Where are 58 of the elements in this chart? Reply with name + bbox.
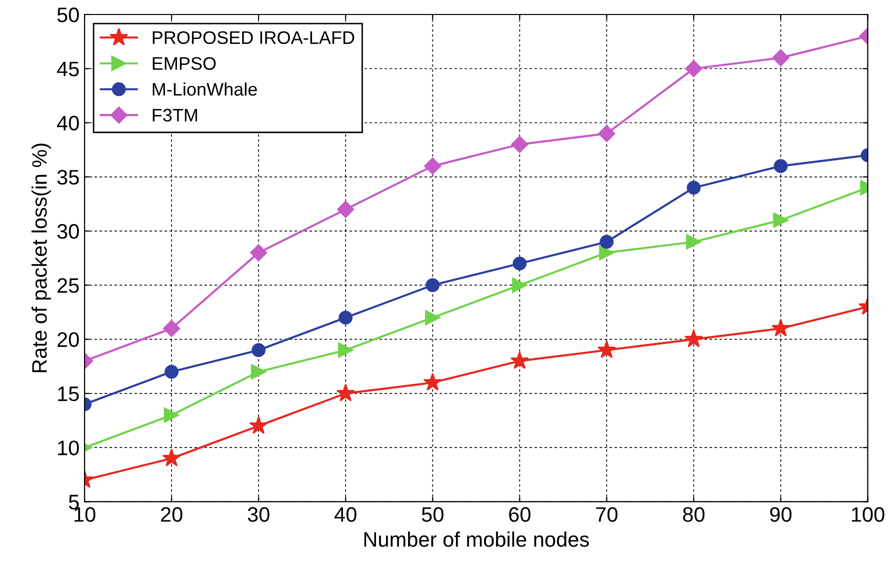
x-tick-label: 100 (852, 507, 884, 522)
point (252, 343, 266, 358)
point (512, 278, 528, 293)
y-tick-label: 35 (57, 170, 79, 185)
point (512, 256, 527, 270)
y-tick-label: 50 (57, 8, 79, 22)
x-tick-label: 80 (683, 507, 704, 522)
y-tick-label: 5 (68, 494, 79, 510)
x-tick-label: 60 (509, 507, 530, 522)
x-tick-label: 70 (596, 507, 618, 522)
point (423, 372, 442, 391)
point (599, 245, 614, 260)
point (426, 278, 440, 292)
legend-label: F3TM (152, 108, 198, 122)
point (249, 416, 268, 434)
y-tick-label: 20 (58, 332, 79, 348)
x-axis-title: Number of mobile nodes (364, 532, 589, 547)
y-tick-label: 25 (58, 278, 79, 293)
y-tick-label: 30 (57, 224, 79, 239)
point (685, 60, 702, 78)
point (772, 49, 790, 66)
x-tick-label: 20 (161, 507, 182, 522)
point (510, 351, 529, 369)
legend-label: PROPOSED IROA-LAFD (152, 31, 354, 44)
point (164, 364, 179, 379)
y-tick-label: 10 (58, 440, 79, 456)
point (773, 212, 788, 228)
x-tick-label: 10 (74, 507, 96, 522)
point (162, 448, 181, 466)
point (511, 136, 528, 153)
point (598, 125, 616, 142)
legend-label: M-LionWhale (152, 82, 257, 96)
point (684, 330, 703, 348)
point (600, 234, 614, 249)
point (336, 384, 355, 402)
point (338, 310, 353, 325)
point (424, 158, 442, 175)
point (164, 407, 180, 423)
point (425, 310, 440, 326)
point (250, 244, 268, 262)
point (597, 340, 616, 358)
y-axis-title: Rate of packet loss(in %) (32, 144, 51, 372)
point (338, 342, 354, 358)
y-tick-label: 15 (58, 386, 79, 402)
point (686, 180, 701, 195)
point (686, 234, 702, 250)
point (337, 200, 354, 218)
x-tick-label: 50 (422, 507, 444, 522)
point (771, 318, 790, 336)
x-tick-label: 30 (248, 507, 270, 522)
y-tick-label: 45 (56, 62, 79, 76)
point (250, 364, 266, 380)
y-tick-label: 40 (56, 116, 79, 131)
point (163, 320, 180, 338)
x-tick-label: 90 (770, 507, 792, 522)
point (774, 159, 788, 174)
legend-label: EMPSO (152, 57, 216, 70)
x-tick-label: 40 (334, 507, 356, 522)
